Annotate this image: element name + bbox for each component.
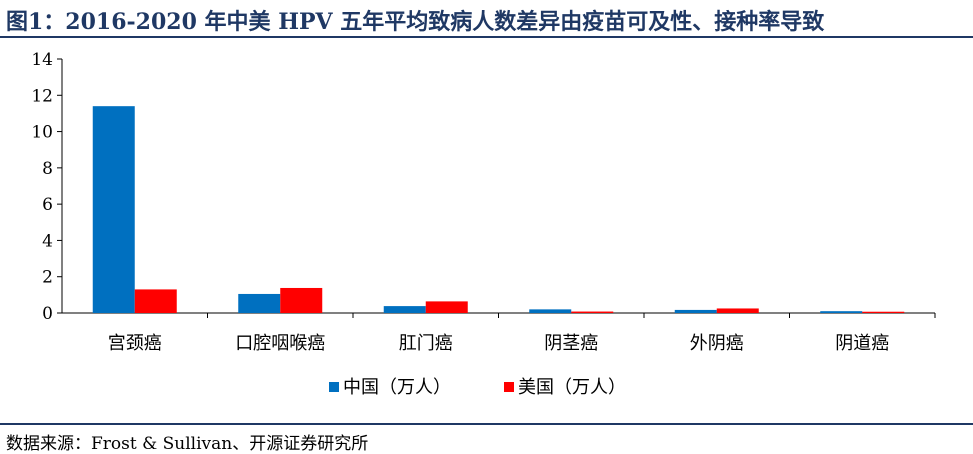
bar: [716, 308, 759, 313]
y-tick-label: 0: [42, 304, 53, 324]
bar: [280, 287, 323, 313]
axes: [57, 58, 936, 318]
bar: [134, 289, 177, 313]
category-label: 宫颈癌: [108, 333, 162, 354]
category-label: 阴茎癌: [544, 333, 598, 354]
category-labels: 宫颈癌 口腔咽喉癌 肛门癌 阴茎癌 外阴癌 阴道癌: [108, 333, 890, 354]
bar: [383, 306, 426, 313]
source-note: 数据来源：Frost & Sullivan、开源证券研究所: [6, 434, 369, 454]
category-label: 阴道癌: [835, 333, 889, 354]
y-tick-labels: 0 2 4 6 8 10 12 14: [31, 50, 53, 324]
category-label: 口腔咽喉癌: [235, 333, 325, 354]
y-tick-label: 14: [31, 50, 53, 70]
bars: [92, 106, 905, 314]
y-tick-label: 12: [31, 86, 53, 106]
category-label: 肛门癌: [399, 333, 453, 354]
legend-swatch: [504, 382, 514, 392]
bar: [862, 311, 905, 313]
legend-label: 中国（万人）: [343, 377, 451, 398]
title-rule: [0, 36, 973, 38]
y-tick-label: 4: [42, 231, 53, 251]
legend-swatch: [329, 382, 339, 392]
bar: [92, 106, 135, 314]
y-tick-label: 6: [42, 195, 53, 215]
bar: [571, 311, 614, 313]
bar: [529, 309, 572, 313]
bar: [674, 309, 717, 313]
bar: [425, 301, 468, 313]
bar: [238, 293, 281, 313]
chart-title: 图1：2016-2020 年中美 HPV 五年平均致病人数差异由疫苗可及性、接种…: [6, 9, 825, 35]
y-tick-label: 2: [42, 268, 53, 288]
legend: 中国（万人） 美国（万人）: [329, 377, 626, 398]
y-tick-label: 10: [31, 123, 53, 143]
category-label: 外阴癌: [690, 333, 744, 354]
bar: [820, 311, 863, 313]
y-tick-label: 8: [42, 159, 53, 179]
legend-label: 美国（万人）: [518, 377, 626, 398]
bar-chart: 0 2 4 6 8 10 12 14 宫颈癌 口腔咽喉癌 肛门癌 阴茎癌 外阴癌 阴道癌 中国（万人） 美…: [31, 50, 936, 398]
source-rule: [0, 423, 973, 425]
